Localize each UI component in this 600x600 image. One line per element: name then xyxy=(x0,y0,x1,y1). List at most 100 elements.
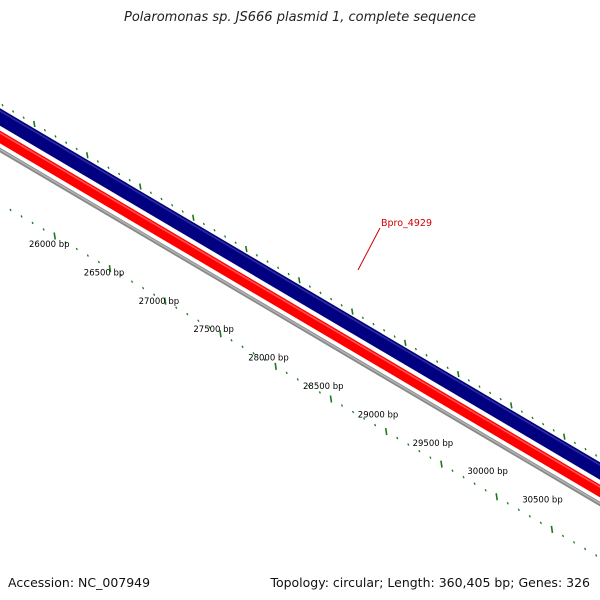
tick-label-9: 30500 bp xyxy=(522,496,563,506)
outer-minor-tick xyxy=(234,241,237,245)
inner-minor-tick xyxy=(407,443,410,446)
inner-minor-tick xyxy=(396,436,399,440)
inner-minor-tick xyxy=(153,293,156,296)
inner-minor-tick xyxy=(595,554,598,557)
outer-major-tick xyxy=(33,120,36,128)
outer-minor-tick xyxy=(372,322,375,326)
inner-minor-tick xyxy=(263,358,266,362)
backbone-band-highlight xyxy=(0,148,600,505)
outer-major-tick xyxy=(351,308,354,315)
forward-strand-band-highlight xyxy=(0,110,600,466)
inner-minor-tick xyxy=(572,541,576,544)
outer-minor-tick xyxy=(499,397,502,401)
outer-minor-tick xyxy=(393,335,396,338)
tick-label-7: 29500 bp xyxy=(413,439,454,449)
outer-minor-tick xyxy=(255,253,258,257)
inner-minor-tick xyxy=(42,228,45,231)
sequence-stats: Topology: circular; Length: 360,405 bp; … xyxy=(270,575,590,590)
inner-minor-tick xyxy=(307,384,310,388)
tick-labels: 26000 bp 26500 bp 27000 bp 27500 bp 28000 bp… xyxy=(29,240,563,506)
accession-label: Accession: xyxy=(8,575,75,590)
outer-minor-tick xyxy=(277,266,280,270)
accession-info: Accession: NC_007949 xyxy=(8,575,150,590)
outer-minor-tick xyxy=(107,166,110,170)
length-value: 360,405 bp xyxy=(438,575,511,590)
gene-label-bpro-4929[interactable]: Bpro_4929 xyxy=(381,218,432,229)
topology-value: circular xyxy=(332,575,380,590)
outer-minor-tick xyxy=(54,135,57,138)
inner-minor-tick xyxy=(506,501,509,505)
inner-major-tick xyxy=(495,493,498,501)
inner-tick-ring xyxy=(9,208,598,557)
inner-minor-tick xyxy=(130,280,134,283)
tick-label-0: 26000 bp xyxy=(29,240,70,250)
inner-minor-tick xyxy=(230,338,233,342)
outer-minor-tick xyxy=(181,210,184,213)
gene-leader-line xyxy=(357,227,381,271)
outer-minor-tick xyxy=(149,191,152,195)
strand-bands xyxy=(0,108,600,507)
outer-minor-tick xyxy=(542,422,545,426)
inner-minor-tick xyxy=(252,352,255,355)
genes-label: Genes: xyxy=(518,575,563,590)
outer-minor-tick xyxy=(202,222,205,226)
inner-minor-tick xyxy=(539,521,542,525)
gene-annotation[interactable]: Bpro_4929 xyxy=(357,218,432,271)
inner-minor-tick xyxy=(296,378,299,381)
inner-minor-tick xyxy=(31,221,34,225)
tick-label-6: 29000 bp xyxy=(358,410,399,420)
inner-minor-tick xyxy=(75,247,78,251)
inner-minor-tick xyxy=(9,208,12,212)
tick-label-2: 27000 bp xyxy=(139,297,180,307)
outer-major-tick xyxy=(86,152,89,159)
inner-minor-tick xyxy=(186,312,189,316)
inner-major-tick xyxy=(274,362,277,370)
outer-minor-tick xyxy=(489,391,492,395)
inner-minor-tick xyxy=(197,319,200,323)
outer-minor-tick xyxy=(12,110,15,113)
outer-minor-tick xyxy=(319,291,322,295)
outer-major-tick xyxy=(192,214,195,221)
inner-minor-tick xyxy=(528,515,531,518)
inner-minor-tick xyxy=(142,286,145,290)
outer-minor-tick xyxy=(552,429,555,432)
inner-major-tick xyxy=(53,232,56,240)
inner-major-tick xyxy=(440,460,443,468)
inner-minor-tick xyxy=(175,306,178,309)
inner-minor-tick xyxy=(351,410,355,414)
outer-minor-tick xyxy=(287,272,290,276)
outer-major-tick xyxy=(457,370,460,378)
inner-minor-tick xyxy=(517,508,520,512)
outer-major-tick xyxy=(510,402,513,409)
forward-strand-band xyxy=(0,108,600,480)
outer-minor-tick xyxy=(160,197,163,201)
inner-major-tick xyxy=(550,525,554,533)
accession-value: NC_007949 xyxy=(78,575,151,590)
reverse-strand-band xyxy=(0,130,600,498)
outer-minor-tick xyxy=(573,441,576,445)
outer-minor-tick xyxy=(531,416,534,420)
outer-major-tick xyxy=(245,245,248,253)
outer-major-tick xyxy=(404,339,407,346)
outer-minor-tick xyxy=(65,141,68,144)
outer-minor-tick xyxy=(436,360,439,363)
outer-minor-tick xyxy=(584,447,587,451)
inner-minor-tick xyxy=(20,215,23,218)
tick-label-8: 30000 bp xyxy=(467,467,508,477)
outer-minor-tick xyxy=(128,178,131,182)
genes-value: 326 xyxy=(566,575,590,590)
inner-minor-tick xyxy=(86,254,89,257)
outer-minor-tick xyxy=(224,235,227,238)
outer-minor-tick xyxy=(118,172,121,176)
outer-minor-tick xyxy=(478,385,481,388)
inner-major-tick xyxy=(384,427,388,436)
inner-minor-tick xyxy=(64,241,67,244)
inner-minor-tick xyxy=(462,475,465,479)
outer-minor-tick xyxy=(340,304,343,307)
inner-major-tick xyxy=(219,330,222,338)
outer-tick-ring xyxy=(1,103,598,457)
inner-minor-tick xyxy=(418,449,421,453)
inner-minor-tick xyxy=(363,417,366,420)
tick-label-3: 27500 bp xyxy=(193,325,234,335)
